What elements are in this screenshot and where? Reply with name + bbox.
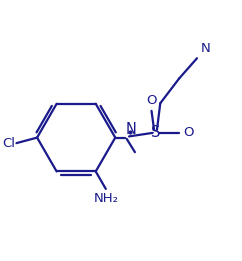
Text: O: O bbox=[146, 94, 157, 107]
Text: N: N bbox=[201, 42, 210, 55]
Text: O: O bbox=[183, 126, 193, 139]
Text: S: S bbox=[151, 125, 160, 140]
Text: Cl: Cl bbox=[2, 137, 15, 150]
Text: NH₂: NH₂ bbox=[93, 192, 118, 205]
Text: N: N bbox=[125, 122, 136, 137]
